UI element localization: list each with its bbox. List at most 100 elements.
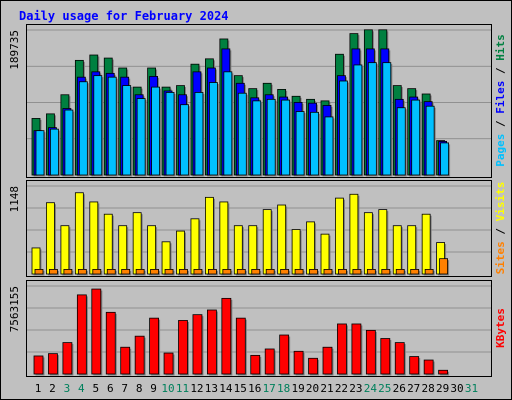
- bar-sites-day-23: [352, 269, 362, 275]
- x-tick-day-31: 31: [465, 382, 478, 395]
- bar-pages-day-21: [324, 116, 334, 176]
- x-tick-day-23: 23: [349, 382, 362, 395]
- bar-sites-day-13: [207, 269, 217, 275]
- ylabel-visits: Visits: [494, 182, 507, 222]
- ylabel-sites: Sites: [494, 241, 507, 274]
- x-tick-day-2: 2: [49, 382, 56, 395]
- bar-pages-day-10: [165, 92, 175, 176]
- panel-kbytes-ylabel: KBytes: [494, 308, 507, 348]
- x-axis-labels: 1 2 3 4 5 6 7 8 9 10 11 12 13 14 15 16 17 18 19 20 21 22 23 24 2…: [35, 382, 478, 395]
- x-tick-day-5: 5: [92, 382, 99, 395]
- panel-visits-ylabel: Sites / Visits: [494, 182, 507, 275]
- bar-kbytes-day-16: [250, 354, 261, 375]
- bar-sites-day-12: [193, 269, 203, 275]
- bar-sites-day-19: [294, 269, 304, 275]
- ylabel-files: Files: [494, 81, 507, 114]
- bar-visits-day-20: [306, 221, 315, 275]
- bar-kbytes-day-24: [365, 329, 376, 375]
- bar-visits-day-19: [291, 229, 301, 275]
- bar-pages-day-19: [295, 111, 305, 176]
- bar-visits-day-25: [378, 209, 388, 275]
- panel-kbytes: 7563155 KBytes: [8, 280, 507, 377]
- bar-sites-day-7: [121, 269, 131, 275]
- bar-kbytes-day-20: [308, 357, 318, 375]
- bar-kbytes-day-15: [235, 317, 246, 375]
- chart-title: Daily usage for February 2024: [19, 9, 229, 23]
- bar-kbytes-day-5: [91, 288, 102, 375]
- bar-visits-day-15: [233, 225, 243, 275]
- bar-visits-day-5: [89, 201, 99, 275]
- x-tick-day-7: 7: [121, 382, 128, 395]
- chart-panels: 189735 Pages / Files / Hits 1148 Sites / Vi…: [8, 24, 507, 377]
- bar-sites-day-26: [395, 269, 405, 275]
- bar-pages-day-12: [194, 92, 204, 176]
- bar-visits-day-12: [190, 218, 200, 275]
- bar-pages-day-18: [281, 99, 291, 176]
- x-tick-day-24: 24: [364, 382, 378, 395]
- bar-sites-day-25: [381, 269, 391, 275]
- bar-sites-day-18: [280, 269, 290, 275]
- bar-kbytes-day-1: [33, 355, 44, 375]
- x-tick-day-10: 10: [161, 382, 174, 395]
- bar-kbytes-day-21: [322, 346, 333, 375]
- x-tick-day-6: 6: [107, 382, 114, 395]
- bar-kbytes-day-13: [206, 309, 217, 375]
- bar-sites-day-28: [424, 269, 434, 275]
- x-tick-day-4: 4: [78, 382, 85, 395]
- x-tick-day-20: 20: [306, 382, 319, 395]
- x-tick-day-9: 9: [150, 382, 157, 395]
- bar-pages-day-3: [64, 109, 74, 176]
- bar-pages-day-22: [339, 80, 348, 176]
- x-tick-day-16: 16: [248, 382, 261, 395]
- bar-sites-day-10: [164, 269, 174, 275]
- bar-sites-day-3: [63, 269, 73, 275]
- x-tick-day-27: 27: [407, 382, 420, 395]
- panel-visits-ymax-label: 1148: [8, 186, 21, 213]
- x-tick-day-11: 11: [176, 382, 189, 395]
- bar-pages-day-9: [151, 86, 161, 176]
- bar-visits-day-11: [176, 230, 185, 275]
- bar-kbytes-day-14: [221, 297, 232, 375]
- x-tick-day-3: 3: [64, 382, 71, 395]
- bar-pages-day-26: [396, 107, 406, 176]
- ylabel-separator: /: [494, 114, 507, 134]
- bar-sites-day-29: [439, 258, 449, 275]
- bar-visits-day-8: [132, 212, 142, 275]
- bar-visits-day-28: [421, 213, 431, 275]
- panel-hits-ylabel: Pages / Files / Hits: [494, 34, 507, 167]
- x-tick-day-15: 15: [234, 382, 247, 395]
- bar-sites-day-20: [309, 269, 318, 275]
- bar-kbytes-day-19: [293, 350, 304, 375]
- bar-visits-day-17: [262, 209, 272, 275]
- bar-kbytes-day-3: [62, 342, 73, 375]
- x-tick-day-28: 28: [422, 382, 435, 395]
- bar-pages-day-28: [425, 105, 435, 176]
- bar-sites-day-9: [150, 269, 160, 275]
- bar-sites-day-21: [323, 269, 333, 275]
- bar-visits-day-23: [349, 193, 359, 275]
- bar-visits-day-3: [60, 225, 70, 275]
- bar-visits-day-7: [118, 225, 128, 275]
- x-tick-day-19: 19: [291, 382, 304, 395]
- bar-sites-day-14: [222, 269, 232, 275]
- bar-pages-day-2: [50, 128, 59, 176]
- bar-pages-day-24: [367, 62, 377, 176]
- x-tick-day-1: 1: [35, 382, 42, 395]
- bar-sites-day-6: [106, 269, 116, 275]
- bar-pages-day-1: [35, 130, 45, 176]
- bar-pages-day-25: [382, 62, 392, 176]
- bar-visits-day-27: [407, 225, 417, 275]
- bar-kbytes-day-18: [279, 334, 290, 375]
- bar-kbytes-day-9: [149, 317, 160, 375]
- bar-kbytes-day-25: [380, 338, 391, 375]
- bar-kbytes-day-7: [120, 346, 131, 375]
- bar-visits-day-4: [74, 192, 84, 275]
- bar-pages-day-15: [237, 92, 247, 176]
- bar-visits-day-6: [103, 213, 113, 275]
- bar-kbytes-day-6: [105, 311, 116, 375]
- x-tick-day-12: 12: [190, 382, 203, 395]
- bar-pages-day-16: [252, 100, 262, 176]
- x-tick-day-29: 29: [436, 382, 449, 395]
- x-tick-day-18: 18: [277, 382, 290, 395]
